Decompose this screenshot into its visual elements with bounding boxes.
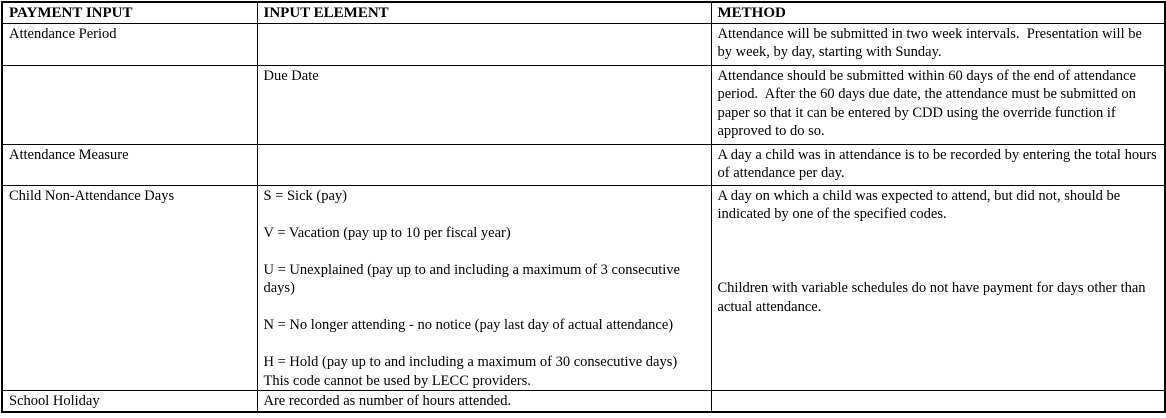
cell-payment-input: Attendance Measure (1, 143, 258, 186)
column-header-method: METHOD (710, 1, 1166, 24)
cell-payment-input: School Holiday (1, 390, 258, 412)
column-header-payment-input: PAYMENT INPUT (1, 1, 258, 24)
cell-method: Attendance will be submitted in two week… (710, 22, 1166, 66)
cell-payment-input: Attendance Period (1, 22, 258, 66)
cell-input-element: Are recorded as number of hours attended… (256, 390, 712, 412)
table-row-due-date: Due Date Attendance should be submitted … (1, 64, 1166, 145)
table-header-row: PAYMENT INPUT INPUT ELEMENT METHOD (1, 1, 1166, 24)
cell-input-element (256, 22, 712, 66)
cell-payment-input (1, 64, 258, 145)
cell-method: A day a child was in attendance is to be… (710, 143, 1166, 186)
cell-payment-input: Child Non-Attendance Days (1, 184, 258, 391)
cell-input-element: S = Sick (pay) V = Vacation (pay up to 1… (256, 184, 712, 391)
table-row-child-non-attendance-days: Child Non-Attendance Days S = Sick (pay)… (1, 184, 1166, 391)
cell-method: A day on which a child was expected to a… (710, 184, 1166, 391)
table-row-attendance-measure: Attendance Measure A day a child was in … (1, 143, 1166, 186)
cell-input-element (256, 143, 712, 186)
table-row-school-holiday: School Holiday Are recorded as number of… (1, 390, 1166, 412)
cell-method (710, 390, 1166, 412)
cell-method: Attendance should be submitted within 60… (710, 64, 1166, 145)
column-header-input-element: INPUT ELEMENT (256, 1, 712, 24)
table-row-attendance-period: Attendance Period Attendance will be sub… (1, 22, 1166, 66)
cell-input-element: Due Date (256, 64, 712, 145)
